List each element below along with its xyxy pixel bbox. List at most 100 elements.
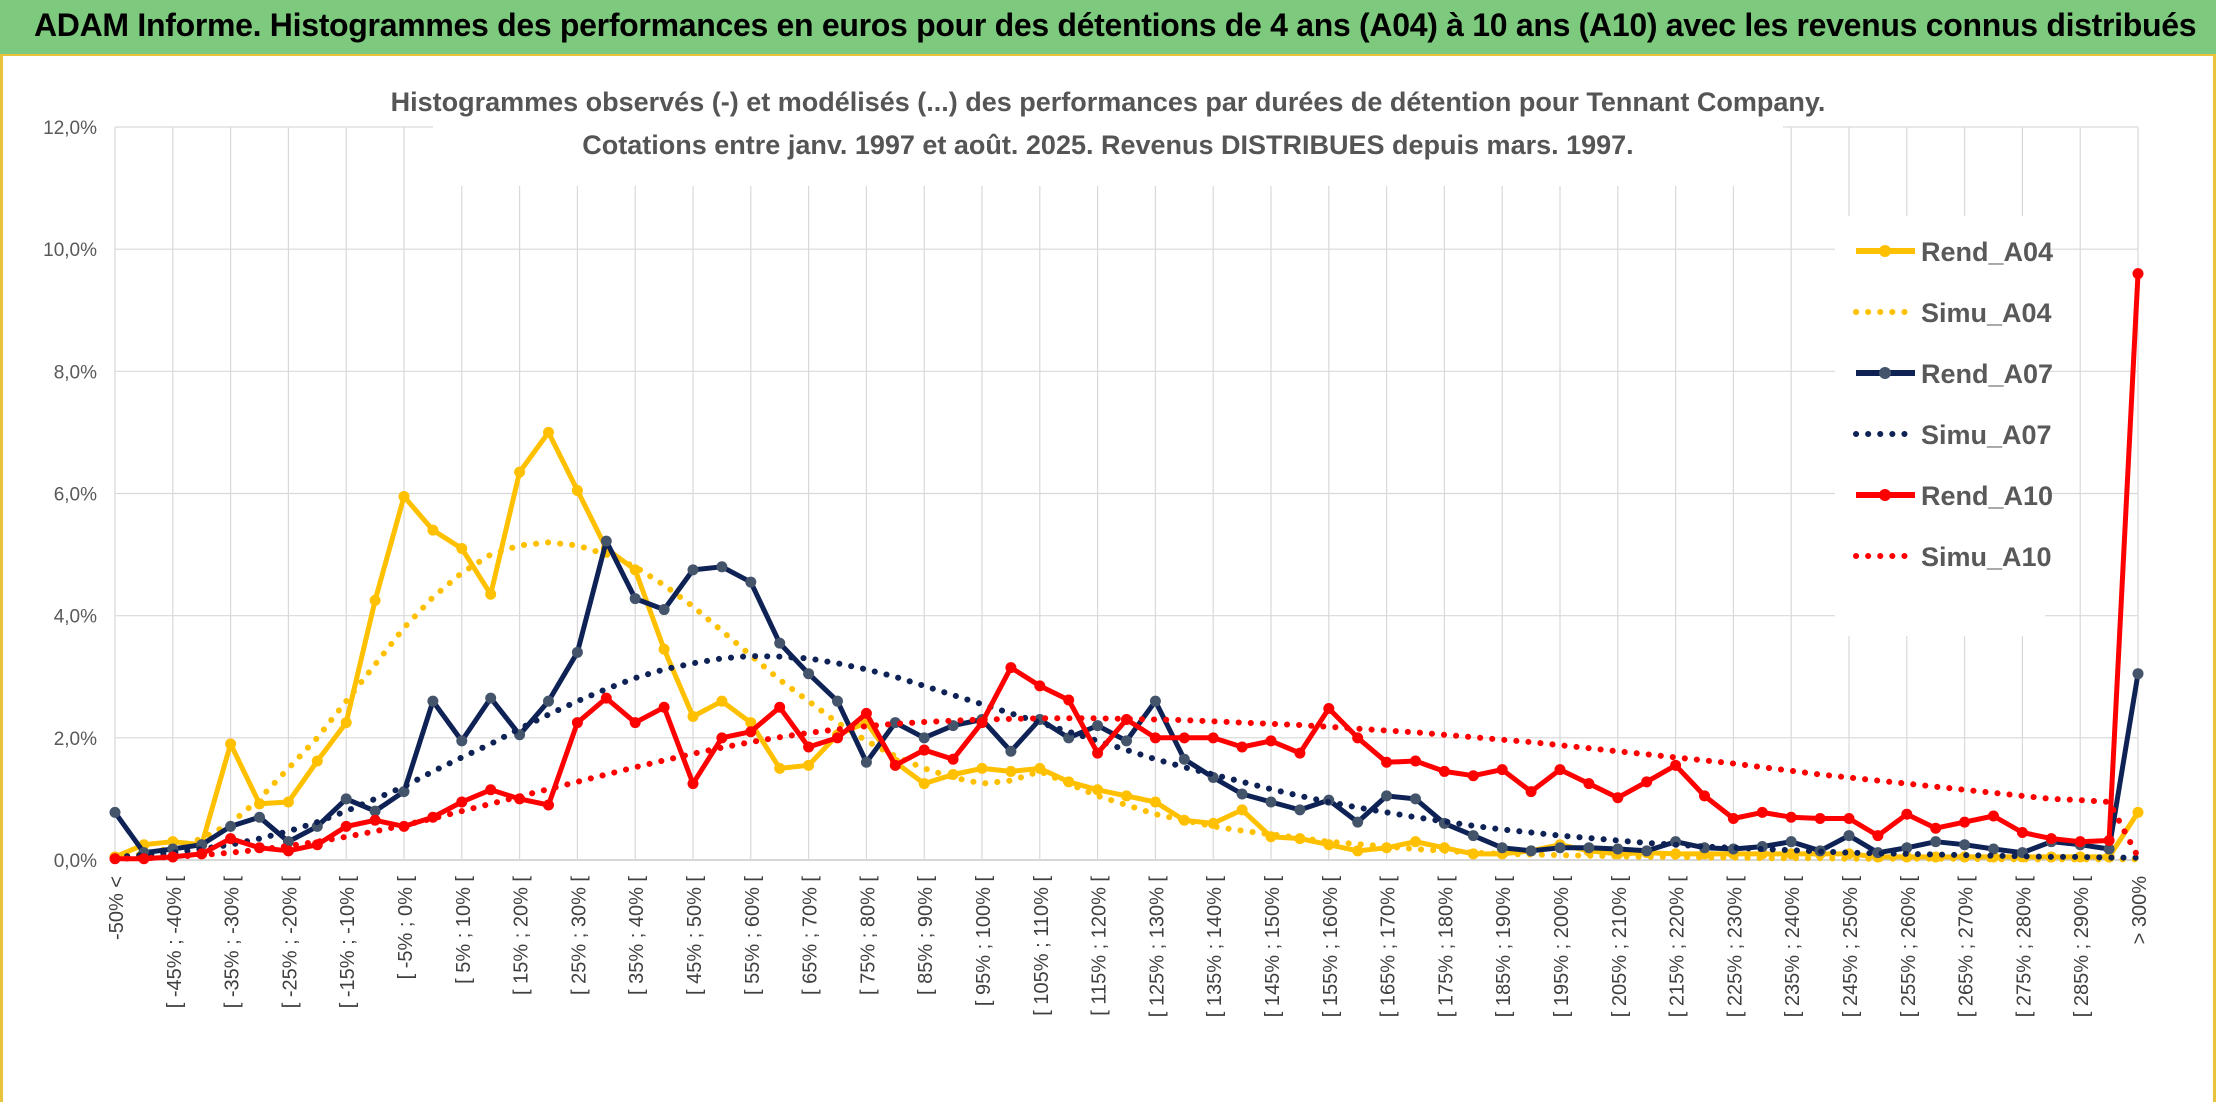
legend-background: [1835, 216, 2045, 636]
data-point: [485, 784, 497, 796]
data-point: [803, 668, 815, 680]
data-point: [1554, 842, 1566, 854]
y-tick-label: 10,0%: [43, 240, 97, 261]
data-point: [600, 692, 612, 704]
data-point: [340, 717, 352, 729]
data-point: [1294, 747, 1306, 759]
data-point: [774, 637, 786, 649]
x-tick-label: [ 95% ; 100% [: [973, 876, 995, 1007]
x-tick-label: [ 235% ; 240% [: [1782, 876, 1804, 1018]
series-line: [112, 538, 2141, 856]
data-point: [1959, 839, 1971, 851]
data-point: [1438, 765, 1450, 777]
data-point: [600, 535, 612, 547]
data-point: [456, 796, 468, 808]
data-point: [340, 820, 352, 832]
data-point: [1149, 732, 1161, 744]
data-point: [1843, 812, 1855, 824]
data-point: [1930, 836, 1942, 848]
data-point: [514, 466, 526, 478]
data-point: [1901, 808, 1913, 820]
data-point: [687, 564, 699, 576]
data-point: [1410, 755, 1421, 767]
series-layer: [109, 268, 2144, 865]
data-point: [716, 695, 728, 707]
data-point: [485, 692, 497, 704]
series-line: [112, 715, 2141, 862]
x-tick-label: [ -25% ; -20% [: [279, 876, 301, 1009]
data-point: [1178, 753, 1190, 765]
series-line: [112, 653, 2141, 861]
x-tick-label: -50% <: [106, 876, 128, 940]
chart-legend: Rend_A04 Simu_A04 Rend_A07 Simu_A07 Rend_A10…: [1835, 216, 2053, 636]
data-point: [1496, 842, 1508, 854]
x-tick-label: > 300%: [2129, 876, 2151, 945]
x-tick-label: [ 135% ; 140% [: [1204, 876, 1226, 1018]
data-point: [1641, 845, 1653, 857]
data-point: [1583, 778, 1595, 790]
data-point: [456, 542, 468, 554]
data-point: [2045, 833, 2057, 845]
x-tick-label: [ 35% ; 40% [: [626, 876, 648, 995]
data-point: [1005, 765, 1017, 777]
data-point: [543, 695, 554, 707]
data-point: [2016, 827, 2028, 839]
data-point: [456, 735, 468, 747]
data-point: [1092, 784, 1104, 796]
data-point: [1236, 804, 1248, 816]
data-point: [1467, 770, 1479, 782]
data-point: [658, 643, 670, 655]
data-point: [918, 732, 930, 744]
x-tick-label: [ 45% ; 50% [: [684, 876, 706, 995]
title-background: [433, 76, 1783, 186]
data-point: [571, 484, 583, 496]
chart-subtitle: Cotations entre janv. 1997 et août. 2025…: [582, 130, 1633, 160]
data-point: [947, 720, 959, 732]
data-point: [1670, 759, 1682, 771]
data-point: [225, 738, 237, 750]
data-point: [774, 762, 786, 774]
data-point: [427, 695, 439, 707]
series-line: [112, 539, 2141, 863]
report-title: ADAM Informe. Histogrammes des performan…: [34, 7, 2197, 43]
data-point: [716, 561, 728, 573]
data-point: [1410, 793, 1421, 805]
x-tick-label: [ 255% ; 260% [: [1898, 876, 1920, 1018]
legend-item: Simu_A10: [1853, 542, 2052, 572]
x-tick-label: [ -35% ; -30% [: [222, 876, 244, 1009]
data-point: [427, 524, 439, 536]
legend-label: Simu_A04: [1921, 298, 2052, 328]
data-point: [2074, 836, 2086, 848]
series-rend-a10: [109, 268, 2144, 865]
y-tick-label: 8,0%: [54, 362, 97, 383]
data-point: [571, 646, 583, 658]
data-point: [1236, 741, 1248, 753]
data-point: [1149, 796, 1161, 808]
data-point: [1496, 764, 1508, 776]
x-tick-label: [ 205% ; 210% [: [1609, 876, 1631, 1018]
x-tick-label: [ 195% ; 200% [: [1551, 876, 1573, 1018]
x-tick-label: [ 245% ; 250% [: [1840, 876, 1862, 1018]
data-point: [485, 588, 497, 600]
data-point: [1583, 842, 1595, 854]
data-point: [832, 695, 843, 707]
data-point: [803, 741, 815, 753]
data-point: [1930, 822, 1942, 834]
data-point: [1352, 732, 1364, 744]
x-tick-label: [ 65% ; 70% [: [800, 876, 822, 995]
data-point: [860, 756, 872, 768]
x-tick-label: [ 215% ; 220% [: [1667, 876, 1689, 1018]
data-point: [1178, 732, 1190, 744]
data-point: [774, 701, 786, 713]
data-point: [687, 778, 699, 790]
report-header: ADAM Informe. Histogrammes des performan…: [0, 0, 2216, 56]
data-point: [225, 833, 237, 845]
data-point: [1959, 816, 1971, 828]
data-point: [2103, 834, 2115, 846]
series-simu-a07: [112, 653, 2141, 861]
x-tick-label: [ -5% ; 0% [: [395, 876, 417, 980]
data-point: [1005, 662, 1017, 674]
legend-item: Rend_A07: [1856, 359, 2053, 389]
x-axis-ticks: -50% < [ -45% ; -40% [[ -35% ; -30% [[ -2…: [106, 876, 2151, 1018]
data-point: [2132, 268, 2144, 280]
